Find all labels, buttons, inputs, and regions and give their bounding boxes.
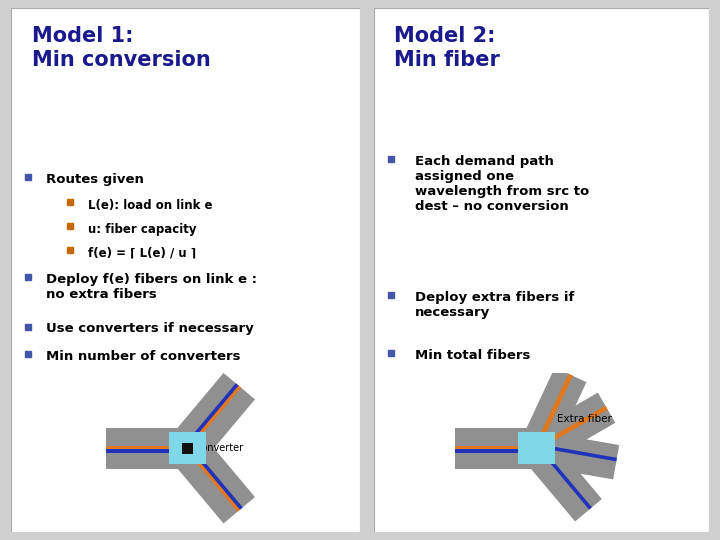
Text: f(e) = ⌈ L(e) / u ⌉: f(e) = ⌈ L(e) / u ⌉ — [88, 246, 196, 259]
Polygon shape — [456, 428, 536, 469]
Text: Model 2:
Min fiber: Model 2: Min fiber — [395, 26, 500, 70]
Polygon shape — [528, 393, 616, 463]
Polygon shape — [185, 447, 241, 512]
Polygon shape — [456, 446, 536, 450]
FancyBboxPatch shape — [374, 8, 709, 532]
Text: Deploy extra fibers if
necessary: Deploy extra fibers if necessary — [415, 291, 574, 319]
Polygon shape — [106, 428, 187, 469]
FancyBboxPatch shape — [518, 432, 555, 464]
Bar — [181, 443, 193, 454]
Polygon shape — [521, 367, 586, 456]
Text: Model 1:
Min conversion: Model 1: Min conversion — [32, 26, 210, 70]
Polygon shape — [184, 383, 238, 448]
Polygon shape — [106, 449, 187, 453]
Text: Routes given: Routes given — [46, 173, 143, 186]
Text: Min number of converters: Min number of converters — [46, 349, 240, 363]
Text: u: fiber capacity: u: fiber capacity — [88, 223, 196, 236]
Polygon shape — [535, 406, 608, 450]
Polygon shape — [536, 444, 617, 461]
FancyBboxPatch shape — [168, 432, 206, 464]
Text: Min total fibers: Min total fibers — [415, 349, 530, 362]
Text: Extra fiber: Extra fiber — [557, 414, 612, 423]
Polygon shape — [185, 384, 241, 450]
Polygon shape — [534, 431, 619, 480]
Text: converter: converter — [197, 443, 244, 453]
Polygon shape — [188, 446, 243, 510]
Polygon shape — [534, 374, 573, 449]
Polygon shape — [456, 449, 536, 453]
Text: Use converters if necessary: Use converters if necessary — [46, 322, 253, 335]
Polygon shape — [537, 446, 592, 510]
Polygon shape — [523, 437, 602, 522]
Polygon shape — [106, 446, 187, 450]
Text: L(e): load on link e: L(e): load on link e — [88, 199, 212, 212]
Polygon shape — [171, 435, 255, 523]
Text: Deploy f(e) fibers on link e :
no extra fibers: Deploy f(e) fibers on link e : no extra … — [46, 273, 257, 301]
Text: Each demand path
assigned one
wavelength from src to
dest – no conversion: Each demand path assigned one wavelength… — [415, 155, 589, 213]
Polygon shape — [171, 373, 255, 461]
FancyBboxPatch shape — [11, 8, 360, 532]
